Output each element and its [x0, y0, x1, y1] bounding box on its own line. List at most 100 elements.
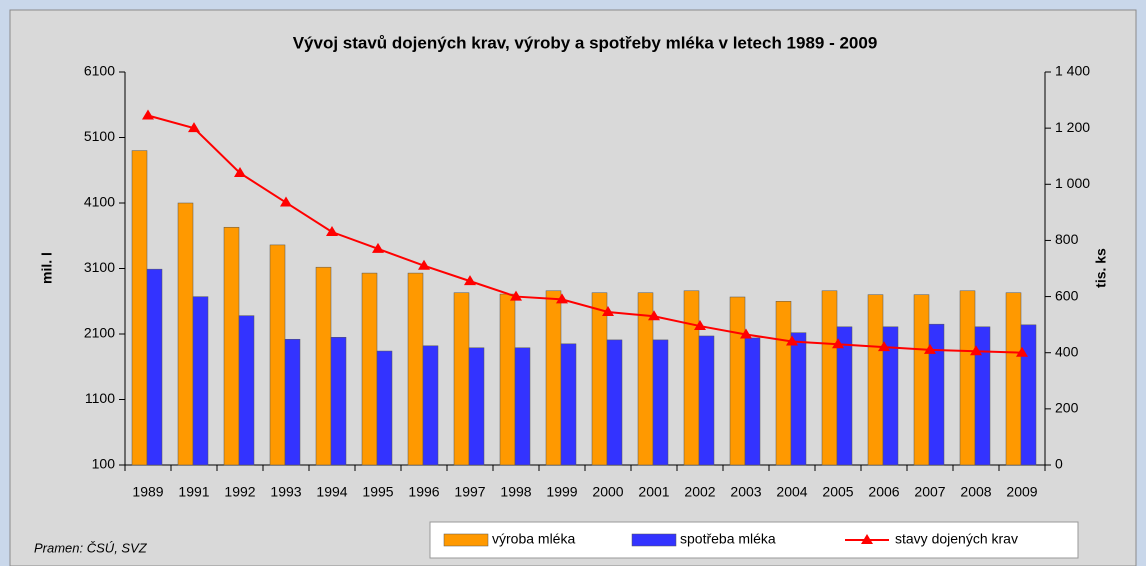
x-tick-label: 1993 — [270, 484, 301, 500]
y-tick-label: 5100 — [84, 128, 115, 144]
y-tick-label: 6100 — [84, 63, 115, 79]
x-tick-label: 2009 — [1006, 484, 1037, 500]
bar — [683, 290, 700, 466]
x-tick-label: 2008 — [960, 484, 991, 500]
bar — [315, 266, 332, 466]
x-tick-label: 2001 — [638, 484, 669, 500]
bar — [223, 226, 240, 466]
marker — [188, 122, 200, 133]
bar — [606, 339, 623, 466]
y-tick-label: 3100 — [84, 259, 115, 275]
marker — [832, 338, 844, 349]
marker — [556, 293, 568, 304]
bar — [422, 345, 439, 466]
bar — [591, 292, 608, 466]
y-tick-label: 100 — [92, 456, 116, 472]
bar — [330, 337, 347, 466]
y2-tick-label: 0 — [1055, 456, 1063, 472]
x-tick-label: 1997 — [454, 484, 485, 500]
bar — [775, 301, 792, 466]
y-tick-label: 1100 — [85, 390, 115, 406]
bar — [468, 347, 485, 466]
bar — [652, 339, 669, 466]
marker — [510, 290, 522, 301]
marker — [326, 226, 338, 237]
bar — [284, 338, 301, 466]
legend-swatch — [631, 533, 677, 547]
bar — [514, 347, 531, 466]
chart-title: Vývoj stavů dojených krav, výroby a spot… — [293, 33, 878, 52]
x-tick-label: 1989 — [132, 484, 163, 500]
legend — [429, 521, 1079, 559]
marker — [924, 343, 936, 354]
legend-label: spotřeba mléka — [680, 531, 776, 547]
bar — [729, 296, 746, 466]
bar — [376, 350, 393, 466]
x-tick-label: 1996 — [408, 484, 439, 500]
bar — [361, 272, 378, 466]
bar — [744, 337, 761, 466]
bar — [882, 326, 899, 466]
bar — [131, 150, 148, 466]
x-tick-label: 1991 — [178, 484, 209, 500]
bar — [928, 323, 945, 466]
bar — [913, 294, 930, 466]
marker — [970, 345, 982, 356]
x-tick-label: 2006 — [868, 484, 899, 500]
marker — [418, 259, 430, 270]
x-tick-label: 1998 — [500, 484, 531, 500]
x-tick-label: 1999 — [546, 484, 577, 500]
bar — [1020, 324, 1037, 466]
bar — [560, 343, 577, 466]
marker — [234, 167, 246, 178]
bar — [192, 296, 209, 466]
marker — [878, 341, 890, 352]
y2-tick-label: 600 — [1055, 287, 1079, 303]
bar — [146, 268, 163, 466]
x-tick-label: 2000 — [592, 484, 623, 500]
bar — [407, 272, 424, 466]
x-tick-label: 2003 — [730, 484, 761, 500]
y2-tick-label: 400 — [1055, 343, 1079, 359]
legend-label: výroba mléka — [492, 531, 575, 547]
source: Pramen: ČSÚ, SVZ — [34, 540, 148, 555]
y2-tick-label: 200 — [1055, 400, 1079, 416]
y2-tick-label: 800 — [1055, 231, 1079, 247]
y2-tick-label: 1 200 — [1055, 119, 1090, 135]
x-tick-label: 2007 — [914, 484, 945, 500]
line — [147, 114, 1023, 354]
legend-marker — [861, 534, 873, 544]
x-tick-label: 2002 — [684, 484, 715, 500]
marker — [142, 109, 154, 120]
bar — [790, 332, 807, 466]
x-tick-label: 1994 — [316, 484, 347, 500]
x-tick-label: 2005 — [822, 484, 853, 500]
bar — [698, 335, 715, 466]
x-tick-label: 2004 — [776, 484, 807, 500]
marker — [786, 335, 798, 346]
y-axis-label: mil. l — [39, 252, 55, 284]
x-tick-label: 1992 — [224, 484, 255, 500]
legend-label: stavy dojených krav — [895, 531, 1018, 547]
y-tick-label: 4100 — [84, 194, 115, 210]
y2-axis-label: tis. ks — [1093, 248, 1109, 288]
marker — [372, 242, 384, 253]
marker — [740, 328, 752, 339]
marker — [602, 306, 614, 317]
marker — [1016, 346, 1028, 357]
y-tick-label: 2100 — [84, 325, 115, 341]
bar — [1005, 292, 1022, 466]
x-tick-label: 1995 — [362, 484, 393, 500]
bar — [821, 290, 838, 466]
bar — [269, 244, 286, 466]
bar — [867, 294, 884, 466]
panel — [9, 9, 1137, 566]
bar — [499, 293, 516, 466]
bar — [836, 326, 853, 466]
bar — [545, 290, 562, 466]
legend-swatch — [443, 533, 489, 547]
marker — [648, 310, 660, 321]
bar — [974, 326, 991, 466]
y2-tick-label: 1 400 — [1055, 63, 1090, 79]
